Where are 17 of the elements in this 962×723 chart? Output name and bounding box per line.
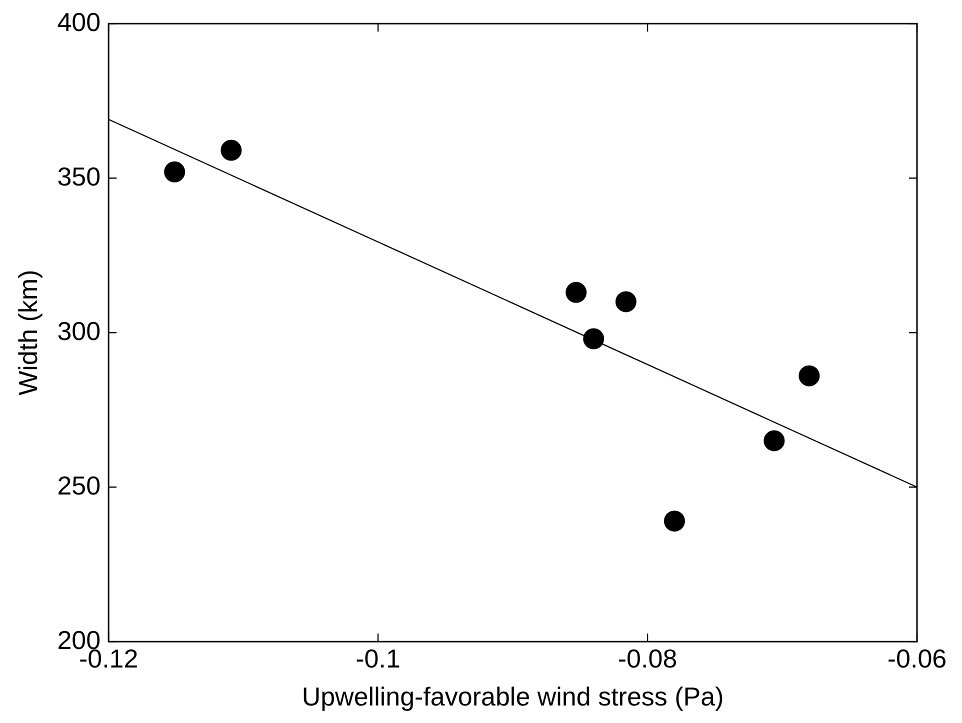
point (764, 430, 785, 452)
y-axis-title: Width (km) (12, 270, 43, 396)
point (664, 510, 685, 532)
x-tick-label: -0.08 (618, 643, 678, 674)
y-tick-label: 300 (57, 316, 101, 346)
y-tick-label: 250 (57, 470, 101, 500)
y-tick-label: 400 (57, 6, 101, 37)
x-tick-label: -0.1 (356, 643, 400, 674)
point (566, 282, 587, 303)
point (220, 140, 242, 161)
point (798, 365, 820, 386)
x-axis-title: Upwelling-favorable wind stress (Pa) (302, 682, 724, 712)
point (583, 328, 604, 350)
point (164, 161, 186, 182)
x-tick-label: -0.06 (887, 643, 947, 674)
point (615, 291, 636, 312)
y-tick-label: 350 (57, 161, 101, 192)
